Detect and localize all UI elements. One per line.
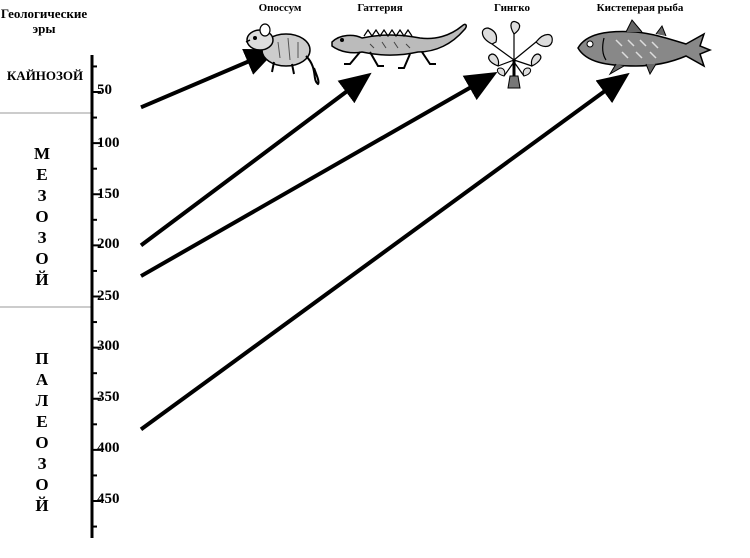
axis-header-line1: Геологические bbox=[0, 6, 88, 21]
era-letter: О bbox=[35, 475, 49, 494]
coelacanth-icon bbox=[577, 19, 713, 76]
tick-marks bbox=[92, 65, 101, 528]
era-letter: Й bbox=[35, 270, 49, 289]
era-letter: Е bbox=[36, 165, 48, 184]
organism-label-tuatara: Гаттерия bbox=[357, 2, 403, 14]
era-letter: О bbox=[35, 249, 49, 268]
tick-label: 350 bbox=[97, 389, 120, 405]
era-letter: З bbox=[37, 228, 47, 247]
arrow-4 bbox=[139, 72, 630, 432]
tick-label: 150 bbox=[97, 186, 120, 202]
tick-label: 250 bbox=[97, 288, 120, 304]
era-letter: З bbox=[37, 186, 47, 205]
era-letter: А bbox=[35, 370, 49, 389]
axis-header: Геологические эры bbox=[0, 6, 88, 36]
era-letter: З bbox=[37, 454, 47, 473]
era-letter: Л bbox=[35, 391, 49, 410]
tick-label: 200 bbox=[97, 236, 120, 252]
era-letter: П bbox=[35, 349, 49, 368]
axis-header-line2: эры bbox=[32, 21, 56, 36]
tick-label: 450 bbox=[97, 491, 120, 507]
era-letter: Е bbox=[36, 412, 48, 431]
era-letter: Й bbox=[35, 496, 49, 515]
tick-label: 300 bbox=[97, 338, 120, 354]
era-letter: О bbox=[35, 433, 49, 452]
arrows-group bbox=[139, 48, 630, 432]
arrow-2 bbox=[139, 72, 372, 247]
era-letter: О bbox=[35, 207, 49, 226]
era-cenozoic-label: КАЙНОЗОЙ bbox=[6, 68, 84, 83]
organism-label-coelacanth: Кистеперая рыба bbox=[596, 2, 684, 14]
tick-label: 100 bbox=[97, 135, 120, 151]
arrow-3 bbox=[140, 72, 498, 278]
opossum-icon bbox=[245, 23, 320, 86]
tick-label: 50 bbox=[97, 82, 112, 98]
arrow-1 bbox=[140, 48, 278, 110]
era-letter: М bbox=[33, 144, 51, 163]
organism-label-ginkgo: Гингко bbox=[494, 2, 530, 14]
ginkgo-icon bbox=[481, 20, 553, 89]
tick-label: 400 bbox=[97, 440, 120, 456]
organism-label-opossum: Опоссум bbox=[258, 2, 302, 14]
tuatara-icon bbox=[331, 23, 467, 69]
